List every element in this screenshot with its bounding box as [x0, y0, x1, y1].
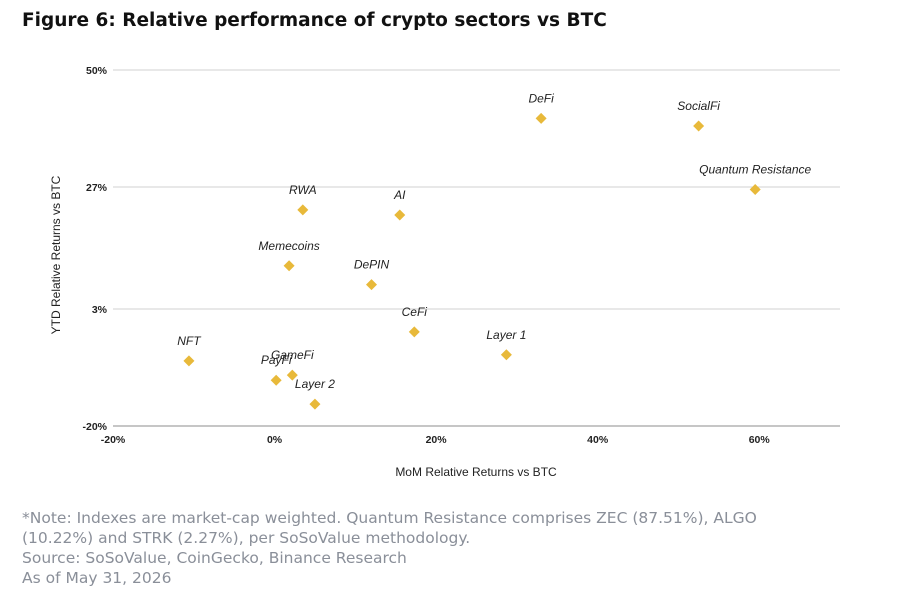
source-line: Source: SoSoValue, CoinGecko, Binance Re…	[22, 549, 407, 567]
data-point	[297, 204, 309, 216]
point-label: PayFi	[261, 353, 292, 367]
point-label: Quantum Resistance	[699, 163, 811, 177]
data-point	[270, 374, 282, 386]
date-line: As of May 31, 2026	[22, 569, 172, 587]
scatter-chart: -20% 3% 27% 50% -20% 0% 20% 40% 60% DeFi SocialF…	[49, 65, 840, 479]
data-point	[500, 349, 512, 361]
x-tick-label: -20%	[101, 434, 126, 446]
point-label: Memecoins	[258, 239, 319, 253]
x-axis-ticks: -20% 0% 20% 40% 60%	[101, 434, 771, 446]
point-label: NFT	[177, 334, 202, 348]
point-labels: DeFi SocialFi Quantum Resistance RWA AI Memec…	[177, 91, 811, 391]
data-point	[183, 355, 195, 367]
x-tick-label: 60%	[749, 434, 771, 446]
data-point	[408, 326, 420, 338]
x-tick-label: 20%	[426, 434, 448, 446]
point-label: CeFi	[402, 305, 428, 319]
point-label: DePIN	[354, 258, 390, 272]
y-tick-label: -20%	[82, 421, 107, 433]
y-tick-label: 50%	[86, 65, 108, 77]
point-label: SocialFi	[677, 99, 720, 113]
point-label: GameFi	[271, 348, 314, 362]
y-axis-ticks: -20% 3% 27% 50%	[82, 65, 107, 433]
point-label: Layer 1	[486, 328, 526, 342]
data-point	[749, 184, 761, 196]
point-label: RWA	[289, 183, 317, 197]
data-point	[365, 279, 377, 291]
note-line-1: *Note: Indexes are market-cap weighted. …	[22, 509, 757, 527]
data-point	[283, 260, 295, 272]
x-axis-label: MoM Relative Returns vs BTC	[395, 465, 557, 479]
note-line-2: (10.22%) and STRK (2.27%), per SoSoValue…	[22, 529, 471, 547]
y-tick-label: 3%	[92, 304, 108, 316]
data-point	[693, 120, 705, 132]
data-point	[309, 398, 321, 410]
figure-title: Figure 6: Relative performance of crypto…	[22, 10, 607, 31]
gridlines	[113, 69, 840, 427]
footnotes: *Note: Indexes are market-cap weighted. …	[22, 508, 902, 588]
data-point	[286, 369, 298, 381]
data-point	[535, 112, 547, 124]
point-label: DeFi	[528, 91, 554, 105]
data-points	[183, 112, 761, 410]
y-tick-label: 27%	[86, 182, 108, 194]
point-label: AI	[393, 188, 406, 202]
x-tick-label: 0%	[267, 434, 283, 446]
point-label: Layer 2	[295, 377, 335, 391]
y-axis-label: YTD Relative Returns vs BTC	[49, 175, 63, 334]
x-tick-label: 40%	[587, 434, 609, 446]
data-point	[394, 209, 406, 221]
